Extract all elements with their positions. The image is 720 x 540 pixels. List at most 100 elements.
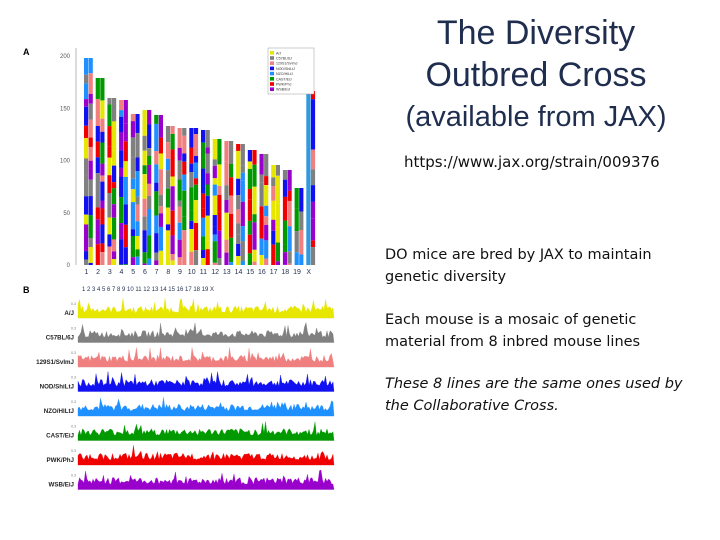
chromosome-segment (123, 224, 128, 248)
chromosome-segment (182, 161, 187, 175)
legend-swatch (270, 77, 274, 81)
chromosome-segment (130, 114, 135, 122)
paragraph-mosaic: Each mouse is a mosaic of genetic materi… (385, 312, 641, 350)
chromosome-segment (84, 224, 89, 252)
chromosome-segment (165, 126, 171, 143)
chromosome-segment (84, 158, 89, 176)
chromosome-segment (130, 121, 135, 138)
chromosome-segment (170, 260, 175, 265)
chromosome-segment (240, 172, 245, 181)
chromosome-segment (264, 205, 269, 217)
chromosome-segment (177, 206, 182, 216)
chromosome-segment (252, 261, 257, 265)
chromosome-label: 19 (293, 269, 301, 276)
chromosome-label: 13 (223, 269, 231, 276)
chromosome-segment (212, 241, 217, 263)
chromosome-segment (112, 182, 117, 189)
chromosome-segment (112, 239, 117, 252)
chromosome-segment (88, 160, 93, 169)
chromosome-segment (247, 161, 252, 169)
chromosome-segment (100, 224, 105, 244)
jax-strain-link[interactable]: https://www.jax.org/strain/009376 (404, 153, 660, 171)
chromosome-segment (189, 172, 194, 188)
chromosome-segment (287, 207, 292, 227)
chromosome-segment (182, 174, 187, 191)
chromosome-segment (229, 141, 234, 164)
chromosome-segment (100, 200, 105, 209)
chromosome-segment (287, 190, 292, 201)
chromosome-segment (236, 243, 241, 256)
chromosome-segment (224, 141, 229, 162)
chromosome-segment (130, 178, 135, 190)
chromosome-segment (123, 204, 128, 225)
chromosome-segment (271, 177, 276, 187)
chromosome-segment (205, 195, 210, 216)
chromosome-segment (205, 147, 210, 154)
chromosome-segment (88, 179, 93, 197)
chromosome-segment (193, 222, 199, 251)
chromosome-segment (123, 247, 128, 265)
chromosome-segment (95, 98, 100, 126)
chromosome-segment (189, 210, 194, 221)
chromosome-segment (84, 175, 89, 197)
chromosome-segment (240, 241, 245, 261)
chromosome-segment (177, 128, 182, 148)
chromosome-segment (170, 210, 175, 236)
chromosome-segment (142, 150, 147, 166)
chromosome-segment (212, 234, 217, 242)
chromosome-segment (88, 146, 93, 161)
chromosome-label: 4 (120, 269, 124, 276)
chromosome-label: 17 (270, 269, 278, 276)
strain-track-area (77, 445, 335, 466)
chromosome-segment (287, 170, 292, 191)
chromosome-segment (147, 208, 152, 236)
chromosome-segment (236, 195, 241, 210)
chromosome-label: 3 (108, 269, 112, 276)
chromosome-segment (95, 157, 100, 174)
chromosome-segment (252, 150, 257, 165)
chromosome-segment (88, 247, 93, 263)
chromosome-segment (158, 250, 163, 265)
chromosome-segment (182, 135, 187, 146)
chromosome-segment (84, 214, 89, 225)
legend-swatch (270, 51, 274, 55)
chromosome-segment (147, 195, 152, 209)
chromosome-segment (147, 155, 152, 165)
chromosome-segment (224, 212, 229, 240)
chromosome-segment (201, 193, 206, 209)
legend-swatch (270, 66, 274, 71)
chromosome-segment (240, 193, 245, 202)
chromosome-segment (158, 206, 163, 214)
chromosome-segment (182, 246, 187, 265)
chromosome-segment (88, 262, 93, 265)
chromosome-segment (112, 251, 117, 260)
track-scale-label: 0.3 (71, 302, 76, 306)
chromosome-segment (119, 100, 124, 111)
chromosome-segment (205, 130, 210, 148)
chromosome-segment (224, 199, 229, 213)
chromosome-segment (310, 218, 316, 241)
chromosome-segment (252, 222, 257, 250)
chromosome-segment (224, 161, 229, 186)
chromosome-segment (177, 215, 182, 223)
y-tick-label: 0 (67, 263, 71, 269)
chromosome-segment (154, 164, 159, 183)
chromosome-segment (154, 233, 159, 253)
chromosome-segment (264, 224, 269, 241)
chromosome-segment (247, 150, 252, 162)
chromosome-segment (123, 161, 128, 177)
chromosome-segment (107, 253, 112, 265)
chromosome-segment (158, 226, 163, 251)
chromosome-segment (310, 91, 316, 100)
chromosome-segment (287, 263, 292, 265)
strain-track-label: 129S1/SvImJ (36, 359, 74, 366)
chromosome-segment (205, 215, 210, 241)
chromosome-segment (177, 257, 182, 265)
chromosome-segment (212, 139, 217, 160)
chromosome-segment (123, 141, 128, 162)
chromosome-segment (240, 180, 245, 194)
chromosome-segment (142, 110, 147, 136)
strain-tracks: A/J 0.3 C57BL/6J 0.3 129S1/SvImJ 0.3 NOD/ShiLt… (36, 298, 335, 490)
chromosome-segment (177, 160, 182, 180)
